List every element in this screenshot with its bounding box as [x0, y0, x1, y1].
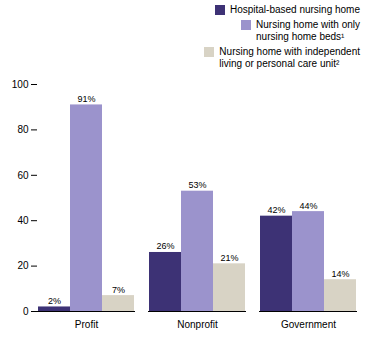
svg-text:14%: 14%	[331, 269, 349, 279]
svg-text:Nonprofit: Nonprofit	[177, 319, 218, 330]
svg-text:44%: 44%	[299, 201, 317, 211]
svg-text:2%: 2%	[48, 296, 61, 306]
svg-text:91%: 91%	[77, 94, 95, 104]
html-text:Hospital-based nursing home: Hospital-based nursing home	[229, 4, 360, 15]
svg-text:0: 0	[23, 306, 29, 317]
svg-text:80: 80	[17, 124, 29, 135]
svg-text:100: 100	[12, 79, 29, 90]
svg-text:7%: 7%	[112, 285, 125, 295]
svg-text:60: 60	[17, 170, 29, 181]
svg-text:20: 20	[17, 260, 29, 271]
svg-text:26%: 26%	[156, 241, 174, 251]
svg-text:42%: 42%	[267, 205, 285, 215]
svg-text:Profit: Profit	[75, 319, 99, 330]
svg-text:Government: Government	[281, 319, 336, 330]
html-text:Nursing home with independent: Nursing home with independent living or …	[219, 46, 360, 69]
svg-text:40: 40	[17, 215, 29, 226]
html-text:Nursing home with only nursing: Nursing home with only nursing home beds…	[256, 19, 360, 42]
svg-text:21%: 21%	[220, 253, 238, 263]
svg-text:53%: 53%	[188, 180, 206, 190]
